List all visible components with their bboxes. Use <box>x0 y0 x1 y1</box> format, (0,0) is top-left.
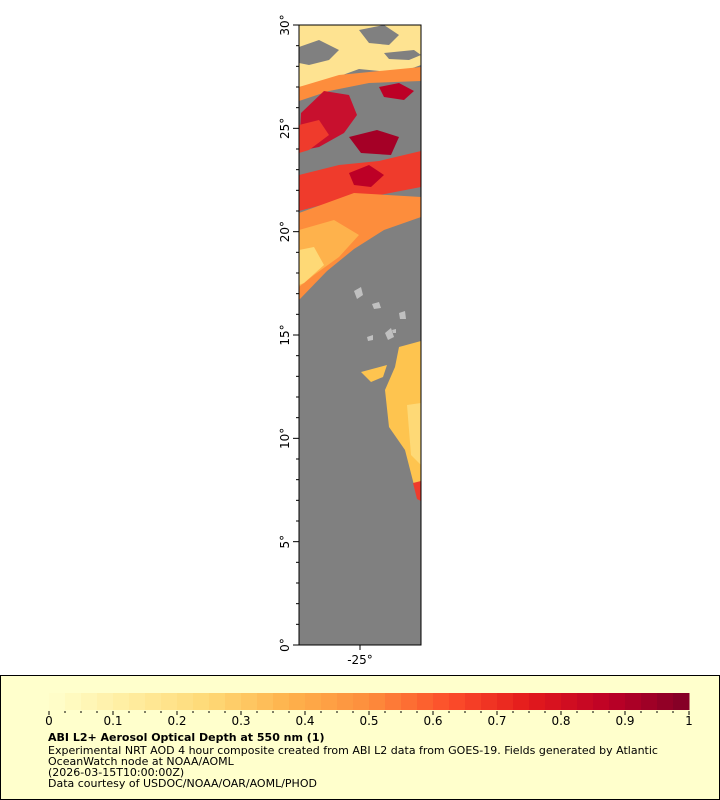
lat-tick-label: 30° <box>278 14 292 35</box>
colorbar-segment <box>321 693 338 710</box>
colorbar-tick-label: 0.2 <box>167 714 186 728</box>
legend-description-cont: OceanWatch node at NOAA/AOML <box>48 755 234 768</box>
colorbar-segment <box>593 693 610 710</box>
colorbar-segment <box>209 693 226 710</box>
legend-credit: Data courtesy of USDOC/NOAA/OAR/AOML/PHO… <box>48 777 317 790</box>
colorbar-segment <box>241 693 258 710</box>
colorbar-segment <box>401 693 418 710</box>
colorbar-tick-label: 0.8 <box>551 714 570 728</box>
colorbar-segment <box>657 693 674 710</box>
colorbar-tick-label: 0.3 <box>231 714 250 728</box>
island <box>385 328 394 340</box>
colorbar-tick-label: 0.5 <box>359 714 378 728</box>
colorbar-segment <box>225 693 242 710</box>
colorbar-segment <box>353 693 370 710</box>
colorbar-segment <box>561 693 578 710</box>
colorbar-segment <box>49 693 66 710</box>
colorbar-segment <box>417 693 434 710</box>
colorbar-segment <box>65 693 82 710</box>
islands <box>354 287 406 341</box>
colorbar-segment <box>257 693 274 710</box>
colorbar-segment <box>529 693 546 710</box>
lat-tick-label: 0° <box>278 638 292 652</box>
colorbar: 0 0.1 0.2 0.3 0.4 0.5 0.6 0.7 0.8 0.9 1 <box>45 693 693 728</box>
aod-map: 0° 5° 10° 15° 20° 25° 30° -25° <box>278 14 422 667</box>
longitude-axis: -25° <box>347 645 373 667</box>
aerosol-field <box>299 25 421 501</box>
colorbar-tick-label: 0.6 <box>423 714 442 728</box>
colorbar-segment <box>497 693 514 710</box>
colorbar-segment <box>113 693 130 710</box>
lat-tick-label: 10° <box>278 428 292 449</box>
colorbar-segment <box>673 693 690 710</box>
colorbar-segment <box>385 693 402 710</box>
colorbar-segment <box>289 693 306 710</box>
island <box>399 311 406 319</box>
colorbar-segment <box>273 693 290 710</box>
lat-tick-label: 15° <box>278 324 292 345</box>
colorbar-segment <box>625 693 642 710</box>
colorbar-segment <box>145 693 162 710</box>
colorbar-segment <box>337 693 354 710</box>
colorbar-tick-label: 1 <box>685 714 693 728</box>
colorbar-segment <box>161 693 178 710</box>
colorbar-tick-label: 0.4 <box>295 714 314 728</box>
colorbar-segment <box>97 693 114 710</box>
colorbar-segment <box>465 693 482 710</box>
colorbar-segment <box>193 693 210 710</box>
colorbar-segment <box>609 693 626 710</box>
colorbar-segment <box>369 693 386 710</box>
lon-tick-label: -25° <box>347 653 373 667</box>
island <box>367 335 373 341</box>
colorbar-segment <box>449 693 466 710</box>
colorbar-segment <box>177 693 194 710</box>
island <box>354 287 363 299</box>
island <box>372 302 381 309</box>
colorbar-segment <box>577 693 594 710</box>
island <box>392 329 396 333</box>
colorbar-segment <box>513 693 530 710</box>
colorbar-segment <box>641 693 658 710</box>
legend-time: (2026-03-15T10:00:00Z) <box>48 766 185 779</box>
latitude-axis: 0° 5° 10° 15° 20° 25° 30° <box>278 14 299 652</box>
legend-title: ABI L2+ Aerosol Optical Depth at 550 nm … <box>48 731 325 744</box>
lat-tick-label: 25° <box>278 118 292 139</box>
colorbar-segment <box>433 693 450 710</box>
map-plot-area <box>298 24 422 646</box>
colorbar-tick-label: 0.9 <box>615 714 634 728</box>
colorbar-segment <box>81 693 98 710</box>
colorbar-tick-label: 0.7 <box>487 714 506 728</box>
colorbar-segment <box>129 693 146 710</box>
lat-tick-label: 20° <box>278 221 292 242</box>
colorbar-tick-label: 0 <box>45 714 53 728</box>
colorbar-segment <box>305 693 322 710</box>
colorbar-segment <box>481 693 498 710</box>
legend-description: Experimental NRT AOD 4 hour composite cr… <box>48 744 658 757</box>
legend-panel: 0 0.1 0.2 0.3 0.4 0.5 0.6 0.7 0.8 0.9 1 ABI L2+ Ae… <box>0 675 720 800</box>
lat-tick-label: 5° <box>278 535 292 549</box>
colorbar-segment <box>545 693 562 710</box>
colorbar-tick-label: 0.1 <box>103 714 122 728</box>
